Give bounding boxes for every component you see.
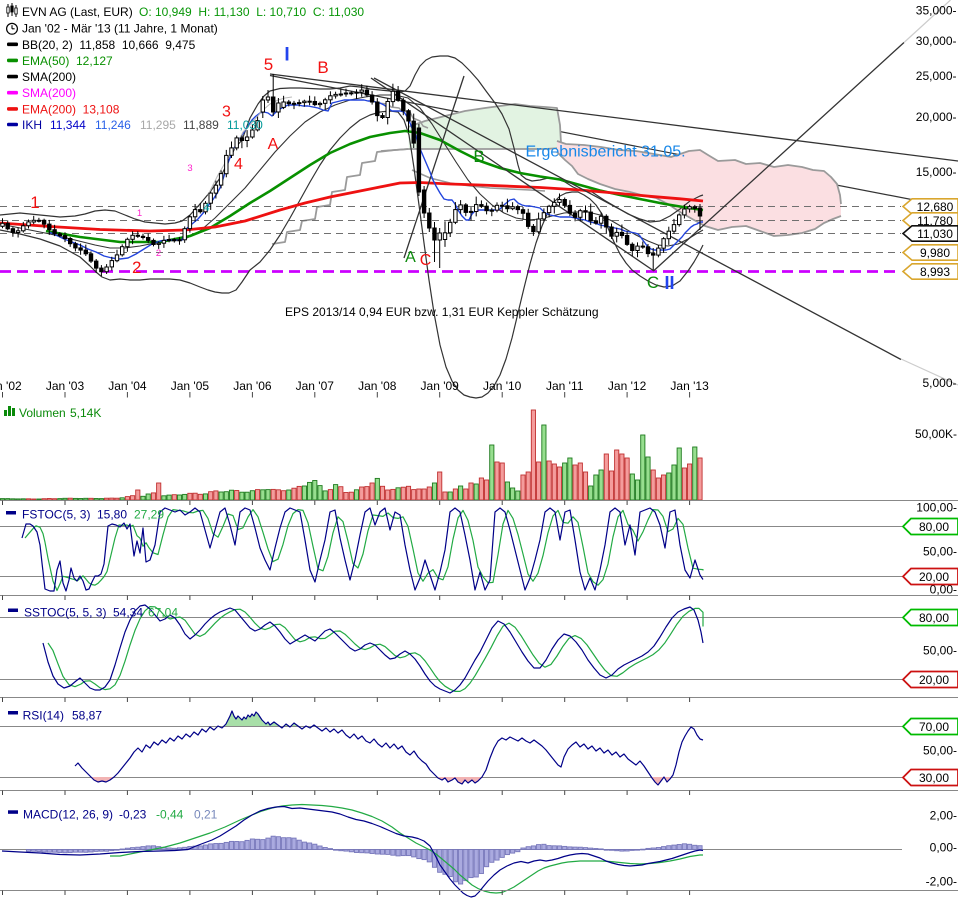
- svg-text:IKH: IKH: [22, 118, 42, 132]
- svg-text:2: 2: [156, 248, 161, 259]
- svg-text:11,030: 11,030: [917, 227, 953, 241]
- svg-text:3: 3: [187, 163, 192, 174]
- svg-text:20,00: 20,00: [919, 570, 949, 584]
- svg-text:Jan '07: Jan '07: [296, 379, 335, 393]
- svg-text:12,680: 12,680: [917, 200, 954, 214]
- svg-text:67,04: 67,04: [148, 605, 178, 619]
- svg-text:11,030: 11,030: [227, 118, 263, 132]
- svg-text:20,000-: 20,000-: [916, 110, 957, 124]
- svg-text:FSTOC(5, 3): FSTOC(5, 3): [22, 508, 90, 522]
- svg-text:EPS 2013/14 0,94 EUR bzw. 1,31: EPS 2013/14 0,94 EUR bzw. 1,31 EUR Keppl…: [285, 305, 599, 319]
- svg-text:II: II: [664, 273, 674, 293]
- svg-text:50,00-: 50,00-: [923, 644, 957, 658]
- svg-text:11,295: 11,295: [140, 118, 176, 132]
- svg-text:11,889: 11,889: [183, 118, 219, 132]
- svg-text:11,246: 11,246: [95, 118, 131, 132]
- svg-text:0,00-: 0,00-: [930, 583, 957, 597]
- svg-text:Jan '02: Jan '02: [0, 379, 22, 393]
- svg-text:5: 5: [264, 55, 273, 74]
- svg-text:Jan '08: Jan '08: [358, 379, 397, 393]
- svg-text:Jan '13: Jan '13: [670, 379, 709, 393]
- svg-text:SSTOC(5, 5, 3): SSTOC(5, 5, 3): [24, 605, 106, 619]
- svg-text:8,993: 8,993: [920, 265, 950, 279]
- svg-text:50,00K-: 50,00K-: [915, 427, 957, 441]
- svg-text:27,29: 27,29: [134, 508, 164, 522]
- svg-text:EVN AG (Last, EUR): EVN AG (Last, EUR): [22, 5, 133, 19]
- svg-text:I: I: [284, 45, 289, 66]
- svg-text:Ergebnisbericht 31.05.: Ergebnisbericht 31.05.: [526, 143, 686, 160]
- svg-text:0,21: 0,21: [194, 807, 218, 821]
- svg-text:MACD(12, 26, 9): MACD(12, 26, 9): [23, 807, 113, 821]
- svg-text:-2,00-: -2,00-: [926, 875, 957, 889]
- svg-text:15,80: 15,80: [97, 508, 127, 522]
- svg-text:Jan '06: Jan '06: [233, 379, 272, 393]
- svg-text:EMA(50) 12,127: EMA(50) 12,127: [22, 54, 113, 68]
- svg-text:B: B: [473, 147, 484, 166]
- svg-text:50,00-: 50,00-: [923, 744, 957, 758]
- svg-text:25,000-: 25,000-: [916, 69, 957, 83]
- svg-text:B: B: [317, 58, 328, 77]
- svg-text:11,780: 11,780: [917, 214, 953, 228]
- svg-text:SMA(200): SMA(200): [22, 70, 76, 84]
- svg-text:80,00: 80,00: [919, 611, 949, 625]
- svg-text:RSI(14): RSI(14): [23, 708, 64, 722]
- svg-text:15,000-: 15,000-: [916, 165, 957, 179]
- svg-text:2,00-: 2,00-: [930, 809, 957, 823]
- svg-text:1: 1: [30, 193, 39, 212]
- svg-text:5,000-: 5,000-: [922, 376, 956, 390]
- svg-text:-0,23: -0,23: [119, 807, 147, 821]
- svg-text:EMA(200) 13,108: EMA(200) 13,108: [22, 102, 120, 116]
- svg-text:1: 1: [137, 208, 142, 219]
- svg-text:0,00-: 0,00-: [930, 841, 957, 855]
- svg-text:35,000-: 35,000-: [916, 4, 957, 18]
- svg-text:A: A: [405, 249, 416, 266]
- svg-text:80,00: 80,00: [919, 520, 949, 534]
- svg-text:C: C: [420, 252, 432, 269]
- svg-text:70,00: 70,00: [919, 720, 949, 734]
- svg-text:Jan '03: Jan '03: [46, 379, 85, 393]
- svg-text:Jan '05: Jan '05: [171, 379, 210, 393]
- svg-text:30,00: 30,00: [919, 771, 949, 785]
- svg-text:Jan '09: Jan '09: [421, 379, 460, 393]
- svg-text:5,14K: 5,14K: [70, 406, 101, 420]
- svg-text:C: C: [647, 273, 659, 292]
- svg-text:50,00-: 50,00-: [923, 545, 957, 559]
- svg-text:O: 10,949 H: 11,130 L: 10,71: O: 10,949 H: 11,130 L: 10,710 C: 11,030: [139, 5, 364, 19]
- svg-text:4: 4: [234, 156, 243, 173]
- svg-text:2: 2: [132, 258, 141, 277]
- svg-text:30,000-: 30,000-: [916, 34, 957, 48]
- svg-text:58,87: 58,87: [72, 708, 102, 722]
- svg-text:A: A: [268, 136, 279, 153]
- svg-text:Jan '04: Jan '04: [108, 379, 147, 393]
- svg-text:Jan '02 - Mär '13 (11 Jahre, 1: Jan '02 - Mär '13 (11 Jahre, 1 Monat): [22, 22, 218, 36]
- svg-text:SMA(200): SMA(200): [22, 86, 76, 100]
- svg-text:9,980: 9,980: [920, 246, 950, 260]
- svg-text:-0,44: -0,44: [156, 807, 184, 821]
- svg-text:100,00-: 100,00-: [916, 501, 957, 515]
- svg-text:Jan '10: Jan '10: [483, 379, 522, 393]
- svg-text:4: 4: [203, 202, 209, 214]
- svg-text:Jan '11: Jan '11: [546, 379, 584, 393]
- svg-text:Volumen: Volumen: [19, 406, 66, 420]
- svg-text:54,34: 54,34: [113, 605, 143, 619]
- svg-text:3: 3: [222, 104, 231, 121]
- svg-text:20,00: 20,00: [919, 673, 949, 687]
- svg-text:11,344: 11,344: [50, 118, 86, 132]
- svg-text:BB(20, 2) 11,858 10,666 9,4: BB(20, 2) 11,858 10,666 9,475: [22, 38, 196, 52]
- svg-text:Jan '12: Jan '12: [608, 379, 647, 393]
